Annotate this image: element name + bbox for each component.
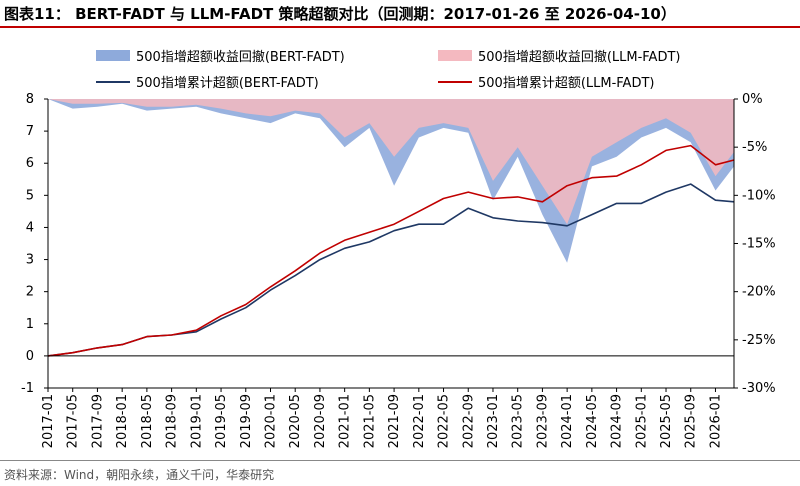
- y-left-tick-label: 8: [26, 92, 34, 107]
- x-tick-label: 2023-05: [511, 394, 526, 448]
- legend-label-llm-cum: 500指增累计超额(LLM-FADT): [478, 76, 655, 91]
- x-tick-label: 2018-01: [115, 394, 130, 448]
- y-left-tick-label: 1: [26, 317, 34, 332]
- y-left-tick-label: 5: [26, 188, 34, 203]
- x-tick-label: 2025-01: [634, 394, 649, 448]
- cum-line-llm: [47, 144, 735, 357]
- legend-swatch-bert-cum: [96, 80, 130, 83]
- y-left-tick-label: 2: [26, 285, 34, 300]
- x-tick-label: 2018-05: [140, 394, 155, 448]
- x-tick-label: 2024-05: [585, 394, 600, 448]
- y-right-tick-label: -5%: [742, 140, 767, 155]
- legend-label-bert-cum: 500指增累计超额(BERT-FADT): [136, 76, 319, 91]
- x-tick-label: 2020-09: [313, 394, 328, 448]
- legend-item-bert-cum: 500指增累计超额(BERT-FADT): [96, 72, 319, 91]
- source-note: 资料来源：Wind，朝阳永续，通义千问，华泰研究: [4, 468, 275, 482]
- x-tick-label: 2019-05: [214, 394, 229, 448]
- x-tick-label: 2024-01: [560, 394, 575, 448]
- y-right-tick-label: 0%: [742, 92, 763, 107]
- x-tick-label: 2023-09: [535, 394, 550, 448]
- chart-legend: 500指增超额收益回撤(BERT-FADT) 500指增超额收益回撤(LLM-F…: [0, 40, 800, 91]
- x-tick-label: 2023-01: [486, 394, 501, 448]
- y-left-tick-label: 6: [26, 156, 34, 171]
- legend-item-llm-drawdown: 500指增超额收益回撤(LLM-FADT): [438, 46, 680, 65]
- x-tick-label: 2024-09: [610, 394, 625, 448]
- legend-item-bert-drawdown: 500指增超额收益回撤(BERT-FADT): [96, 46, 345, 65]
- x-tick-label: 2021-01: [338, 394, 353, 448]
- chart-title: 图表11： BERT-FADT 与 LLM-FADT 策略超额对比（回测期：20…: [4, 5, 676, 23]
- x-tick-label: 2018-09: [165, 394, 180, 448]
- x-tick-label: 2019-01: [189, 394, 204, 448]
- x-tick-label: 2020-05: [288, 394, 303, 448]
- x-tick-label: 2025-09: [684, 394, 699, 448]
- legend-swatch-bert-drawdown: [96, 50, 130, 61]
- legend-swatch-llm-cum: [438, 80, 472, 83]
- legend-item-llm-cum: 500指增累计超额(LLM-FADT): [438, 72, 654, 91]
- y-left-tick-label: 4: [26, 220, 34, 235]
- x-tick-label: 2020-01: [264, 394, 279, 448]
- y-right-tick-label: -15%: [742, 237, 776, 252]
- y-left-tick-label: 7: [26, 124, 34, 139]
- x-tick-label: 2022-05: [437, 394, 452, 448]
- x-tick-label: 2022-09: [461, 394, 476, 448]
- x-tick-label: 2019-09: [239, 394, 254, 448]
- footer-rule: [0, 460, 800, 461]
- legend-label-bert-drawdown: 500指增超额收益回撤(BERT-FADT): [136, 50, 345, 65]
- x-tick-label: 2021-05: [362, 394, 377, 448]
- x-tick-label: 2017-09: [90, 394, 105, 448]
- y-left-tick-label: -1: [21, 381, 34, 396]
- y-right-tick-label: -20%: [742, 285, 776, 300]
- y-right-tick-label: -10%: [742, 188, 776, 203]
- y-right-tick-label: -30%: [742, 381, 776, 396]
- cum-line-bert: [47, 183, 735, 357]
- legend-label-llm-drawdown: 500指增超额收益回撤(LLM-FADT): [478, 50, 681, 65]
- axes: -1 0 1 2 3 4 5 6 7 8 -30% -25% -20% -15% -10% -5% 0% 2017…: [21, 92, 776, 448]
- drawdown-areas: [48, 99, 734, 263]
- x-tick-label: 2021-09: [387, 394, 402, 448]
- cumulative-lines: [47, 144, 735, 357]
- y-right-tick-label: -25%: [742, 333, 776, 348]
- x-tick-label: 2025-05: [659, 394, 674, 448]
- legend-swatch-llm-drawdown: [438, 50, 472, 61]
- x-tick-label: 2017-05: [66, 394, 81, 448]
- title-underline: [0, 26, 800, 28]
- y-left-tick-label: 0: [26, 349, 34, 364]
- x-tick-label: 2026-01: [709, 394, 724, 448]
- x-tick-label: 2017-01: [41, 394, 56, 448]
- y-left-tick-label: 3: [26, 253, 34, 268]
- drawdown-area-llm: [48, 99, 734, 225]
- x-tick-label: 2022-01: [412, 394, 427, 448]
